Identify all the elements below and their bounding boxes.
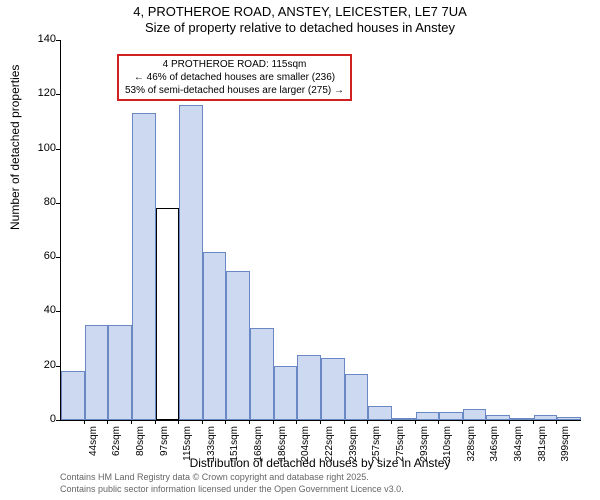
y-tick-label: 60 — [28, 250, 56, 262]
histogram-bar — [179, 105, 203, 420]
histogram-bar — [321, 358, 345, 420]
chart-title-line1: 4, PROTHEROE ROAD, ANSTEY, LEICESTER, LE… — [0, 4, 600, 19]
x-tick-mark — [296, 420, 297, 424]
x-tick-mark — [367, 420, 368, 424]
histogram-bar — [85, 325, 109, 420]
histogram-bar — [274, 366, 298, 420]
x-tick-mark — [438, 420, 439, 424]
histogram-bar — [132, 113, 156, 420]
histogram-bar — [510, 418, 534, 420]
histogram-bar — [368, 406, 392, 420]
annotation-box: 4 PROTHEROE ROAD: 115sqm ← 46% of detach… — [117, 54, 352, 101]
highlight-bar — [156, 208, 180, 420]
x-tick-mark — [415, 420, 416, 424]
plot-area: 4 PROTHEROE ROAD: 115sqm ← 46% of detach… — [60, 40, 581, 421]
y-tick-label: 40 — [28, 304, 56, 316]
histogram-bar — [61, 371, 85, 420]
x-tick-mark — [320, 420, 321, 424]
histogram-bar — [392, 418, 416, 420]
y-tick-label: 120 — [28, 87, 56, 99]
annotation-line1: 4 PROTHEROE ROAD: 115sqm — [125, 58, 344, 71]
x-tick-mark — [84, 420, 85, 424]
attribution-line1: Contains HM Land Registry data © Crown c… — [60, 472, 404, 484]
x-tick-mark — [556, 420, 557, 424]
histogram-bar — [203, 252, 227, 420]
histogram-bar — [108, 325, 132, 420]
x-tick-mark — [462, 420, 463, 424]
histogram-bar — [486, 415, 510, 420]
histogram-bar — [439, 412, 463, 420]
annotation-line3: 53% of semi-detached houses are larger (… — [125, 84, 344, 97]
histogram-bar — [557, 417, 581, 420]
x-tick-mark — [107, 420, 108, 424]
chart-title-line2: Size of property relative to detached ho… — [0, 20, 600, 35]
histogram-bar — [250, 328, 274, 420]
x-tick-mark — [249, 420, 250, 424]
y-tick-label: 100 — [28, 142, 56, 154]
histogram-bar — [226, 271, 250, 420]
histogram-bar — [416, 412, 440, 420]
attribution-line2: Contains public sector information licen… — [60, 484, 404, 496]
chart-container: 4, PROTHEROE ROAD, ANSTEY, LEICESTER, LE… — [0, 0, 600, 500]
y-tick-label: 80 — [28, 196, 56, 208]
x-tick-mark — [202, 420, 203, 424]
annotation-line2: ← 46% of detached houses are smaller (23… — [125, 71, 344, 84]
attribution: Contains HM Land Registry data © Crown c… — [60, 472, 404, 495]
x-tick-mark — [273, 420, 274, 424]
x-tick-mark — [533, 420, 534, 424]
x-tick-mark — [178, 420, 179, 424]
histogram-bar — [345, 374, 369, 420]
x-tick-mark — [155, 420, 156, 424]
x-tick-mark — [344, 420, 345, 424]
x-tick-mark — [225, 420, 226, 424]
x-tick-mark — [391, 420, 392, 424]
x-tick-mark — [509, 420, 510, 424]
x-tick-mark — [485, 420, 486, 424]
y-tick-label: 20 — [28, 359, 56, 371]
y-tick-label: 140 — [28, 33, 56, 45]
histogram-bar — [463, 409, 487, 420]
x-axis-label: Distribution of detached houses by size … — [60, 456, 580, 470]
histogram-bar — [297, 355, 321, 420]
y-tick-label: 0 — [28, 413, 56, 425]
histogram-bar — [534, 415, 558, 420]
x-tick-mark — [131, 420, 132, 424]
y-axis-label: Number of detached properties — [8, 65, 22, 230]
